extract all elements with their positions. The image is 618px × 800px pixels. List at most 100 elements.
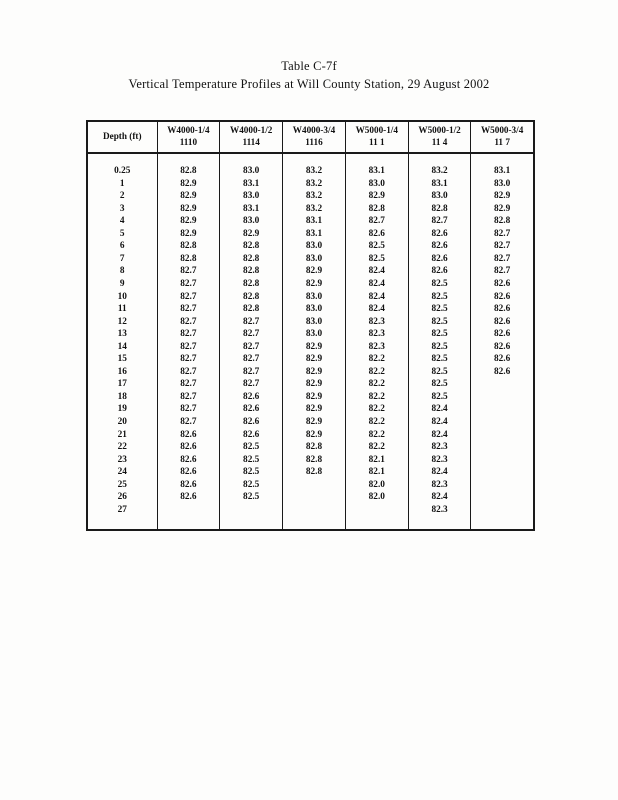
cell-temperature: 82.9: [282, 353, 346, 367]
cell-temperature: 83.0: [282, 303, 346, 317]
cell-temperature: 82.4: [408, 491, 472, 505]
cell-temperature: 82.6: [219, 403, 284, 417]
table-row: 17 82.7 82.7 82.9 82.2 82.5: [87, 378, 534, 392]
cell-depth: 17: [87, 378, 158, 392]
cell-temperature: 82.8: [157, 165, 221, 179]
cell-temperature: 82.6: [157, 491, 221, 505]
table-row: 5 82.9 82.9 83.1 82.6 82.6 82.7: [87, 228, 534, 241]
cell-temperature: 82.6: [493, 341, 511, 352]
cell-temperature: 82.5: [408, 316, 472, 329]
cell-temperature: 82.5: [408, 366, 472, 379]
table-row: 26 82.6 82.5 82.0 82.4: [87, 491, 534, 505]
cell-temperature: [282, 491, 346, 505]
cell-temperature: 83.2: [282, 165, 346, 179]
column-header-time: 11 1: [369, 137, 385, 147]
column-header-time: 11 7: [494, 137, 510, 147]
column-header-w5000-3-4: W5000-3/4 11 7: [471, 121, 534, 153]
cell-temperature: 82.8: [157, 240, 221, 254]
table-row: 24 82.6 82.5 82.8 82.1 82.4: [87, 466, 534, 480]
table-row: 23 82.6 82.5 82.8 82.1 82.3: [87, 454, 534, 467]
cell-temperature: [471, 391, 534, 404]
cell-temperature: 83.1: [282, 215, 346, 229]
cell-temperature: 83.2: [282, 190, 346, 204]
cell-depth: 13: [87, 328, 158, 342]
cell-temperature: 82.3: [408, 454, 472, 467]
cell-temperature: 82.4: [408, 466, 472, 480]
table-row: 4 82.9 83.0 83.1 82.7 82.7 82.8: [87, 215, 534, 229]
cell-temperature: 82.7: [157, 378, 221, 392]
cell-temperature: 83.0: [282, 328, 346, 342]
cell-depth: 12: [87, 316, 158, 329]
cell-temperature: 82.6: [493, 354, 511, 365]
cell-temperature: 82.8: [345, 203, 409, 216]
cell-temperature: 82.9: [345, 190, 409, 204]
cell-temperature: 82.3: [408, 441, 472, 455]
cell-temperature: 82.2: [345, 441, 409, 455]
cell-temperature: 82.7: [157, 265, 221, 279]
cell-temperature: 82.6: [493, 316, 511, 327]
cell-temperature: 82.6: [345, 228, 409, 241]
cell-temperature: 83.1: [219, 203, 284, 216]
cell-temperature: 82.7: [157, 291, 221, 304]
cell-temperature: 82.6: [493, 291, 511, 302]
column-header-w5000-1-4: W5000-1/4 11 1: [345, 121, 409, 153]
table-caption: Vertical Temperature Profiles at Will Co…: [128, 77, 490, 91]
spacer-cell: [219, 516, 284, 530]
cell-depth: 10: [87, 291, 158, 304]
cell-temperature: 82.9: [282, 416, 346, 430]
cell-temperature: 82.3: [345, 328, 409, 342]
cell-temperature: 82.9: [282, 366, 346, 379]
column-header-w4000-1-2: W4000-1/2 1114: [219, 121, 284, 153]
cell-temperature: 82.8: [219, 253, 284, 266]
table-row: 22 82.6 82.5 82.8 82.2 82.3: [87, 441, 534, 455]
cell-temperature: [345, 504, 409, 517]
cell-temperature: 82.8: [219, 240, 284, 254]
cell-depth: 9: [87, 278, 158, 292]
cell-depth: 27: [87, 504, 158, 517]
cell-temperature: 82.5: [219, 491, 284, 505]
cell-temperature: [471, 479, 534, 492]
cell-depth: 16: [87, 366, 158, 379]
cell-temperature: 82.6: [157, 479, 221, 492]
cell-temperature: 83.0: [282, 253, 346, 266]
cell-temperature: 82.6: [219, 391, 284, 404]
cell-temperature: 82.7: [219, 316, 284, 329]
cell-temperature: 82.7: [157, 416, 221, 430]
cell-depth: 11: [87, 303, 158, 317]
cell-temperature: [471, 417, 534, 430]
table-row: 13 82.7 82.7 83.0 82.3 82.5 82.6: [87, 328, 534, 342]
cell-temperature: 82.7: [493, 241, 511, 252]
cell-temperature: 82.2: [345, 378, 409, 392]
cell-temperature: 82.7: [345, 215, 409, 229]
cell-temperature: 83.0: [219, 190, 284, 204]
cell-temperature: 82.5: [408, 391, 472, 404]
cell-temperature: 82.9: [282, 278, 346, 292]
cell-temperature: 82.7: [157, 303, 221, 317]
cell-temperature: 82.7: [408, 215, 472, 229]
column-header-name: W5000-1/4: [355, 125, 398, 136]
cell-temperature: 82.9: [282, 378, 346, 392]
cell-temperature: 83.0: [408, 190, 472, 204]
cell-temperature: 82.6: [219, 429, 284, 442]
cell-depth: 26: [87, 491, 158, 505]
table-number: Table C-7f: [281, 59, 337, 73]
cell-temperature: 82.6: [493, 304, 511, 315]
cell-temperature: [219, 504, 284, 517]
cell-temperature: 82.8: [219, 291, 284, 304]
cell-temperature: 83.1: [345, 165, 409, 179]
title-block: Table C-7f Vertical Temperature Profiles…: [0, 58, 618, 94]
cell-temperature: 83.1: [493, 166, 511, 177]
cell-temperature: 82.2: [345, 429, 409, 442]
cell-temperature: 82.9: [282, 403, 346, 417]
cell-depth: 7: [87, 253, 158, 266]
cell-temperature: 82.5: [408, 378, 472, 392]
table-row: 16 82.7 82.7 82.9 82.2 82.5 82.6: [87, 366, 534, 379]
cell-temperature: 82.7: [157, 316, 221, 329]
table-row: 21 82.6 82.6 82.9 82.2 82.4: [87, 429, 534, 442]
cell-temperature: 82.9: [282, 265, 346, 279]
cell-temperature: [471, 492, 534, 505]
cell-temperature: 82.1: [345, 454, 409, 467]
cell-temperature: 82.9: [157, 178, 221, 191]
spacer-cell: [87, 153, 158, 166]
cell-temperature: 82.8: [157, 253, 221, 266]
